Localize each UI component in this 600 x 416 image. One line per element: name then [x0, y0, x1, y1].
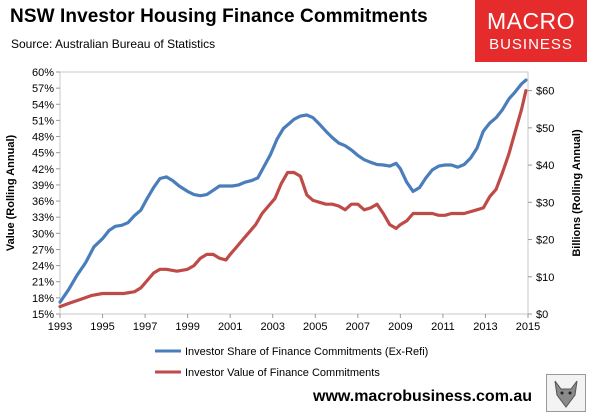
y-right-tick-label: $10: [536, 272, 554, 284]
series-line-investor-share: [58, 78, 528, 304]
chart-source: Source: Australian Bureau of Statistics: [11, 37, 216, 51]
x-tick-label: 1995: [90, 321, 114, 333]
x-tick-label: 2011: [431, 321, 455, 333]
y-left-tick-label: 57%: [32, 83, 54, 95]
y-axis-left-title: Value (Rolling Annual): [5, 135, 17, 252]
x-tick-label: 2007: [346, 321, 370, 333]
y-right-tick-label: $0: [536, 309, 548, 321]
y-left-tick-label: 24%: [32, 261, 54, 273]
y-left-tick-label: 39%: [32, 180, 54, 192]
y-left-tick-label: 27%: [32, 244, 54, 256]
x-tick-label: 1993: [48, 321, 72, 333]
y-left-tick-label: 45%: [32, 148, 54, 160]
x-tick-label: 2009: [388, 321, 412, 333]
series-lines: [58, 78, 528, 309]
legend-label-share: Investor Share of Finance Commitments (E…: [185, 346, 428, 358]
y-axis-right-title: Billions (Rolling Annual): [571, 129, 583, 257]
logo-line2: BUSINESS: [489, 36, 573, 53]
y-left-tick-label: 21%: [32, 277, 54, 289]
y-left-tick-label: 54%: [32, 99, 54, 111]
x-tick-label: 1999: [175, 321, 199, 333]
chart-title: NSW Investor Housing Finance Commitments: [10, 6, 428, 27]
legend: Investor Share of Finance Commitments (E…: [155, 346, 428, 379]
x-tick-label: 2003: [260, 321, 284, 333]
x-tick-label: 2001: [218, 321, 242, 333]
y-axis-left: 15% 18% 21% 24% 27% 30% 33% 36% 39% 42% 45% 48% 51% 5…: [32, 67, 60, 321]
logo-line1: MACRO: [486, 8, 576, 34]
plot-area: [59, 71, 529, 315]
y-right-tick-label: $20: [536, 235, 554, 247]
y-left-tick-label: 30%: [32, 228, 54, 240]
x-tick-label: 2005: [303, 321, 327, 333]
y-right-tick-label: $60: [536, 86, 554, 98]
y-right-tick-label: $50: [536, 123, 554, 135]
series-line-investor-value: [58, 88, 528, 309]
y-left-tick-label: 48%: [32, 132, 54, 144]
y-left-tick-label: 33%: [32, 212, 54, 224]
y-left-tick-label: 36%: [32, 196, 54, 208]
x-tick-label: 2013: [473, 321, 497, 333]
y-left-tick-label: 51%: [32, 115, 54, 127]
y-left-tick-label: 15%: [32, 309, 54, 321]
y-left-tick-label: 18%: [32, 293, 54, 305]
y-left-tick-label: 60%: [32, 67, 54, 79]
macrobusiness-logo[interactable]: MACRO BUSINESS: [475, 0, 587, 62]
footer-url[interactable]: www.macrobusiness.com.au: [313, 388, 533, 405]
legend-label-value: Investor Value of Finance Commitments: [185, 367, 380, 379]
x-tick-label: 1997: [133, 321, 157, 333]
y-left-tick-label: 42%: [32, 164, 54, 176]
x-axis: 1993 1995 1997 1999 2001 2003 2005 2007 2009 2011…: [48, 314, 540, 333]
wolf-icon: [546, 374, 586, 412]
x-tick-label: 2015: [516, 321, 540, 333]
y-right-tick-label: $30: [536, 197, 554, 209]
y-axis-right: $0 $10 $20 $30 $40 $50 $60: [528, 86, 554, 321]
y-right-tick-label: $40: [536, 160, 554, 172]
